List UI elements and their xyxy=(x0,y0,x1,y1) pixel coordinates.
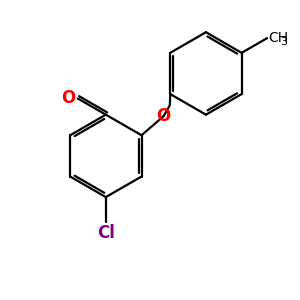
Text: 3: 3 xyxy=(280,37,287,46)
Text: CH: CH xyxy=(268,31,289,45)
Text: Cl: Cl xyxy=(97,224,115,242)
Text: O: O xyxy=(157,106,171,124)
Text: O: O xyxy=(61,89,75,107)
